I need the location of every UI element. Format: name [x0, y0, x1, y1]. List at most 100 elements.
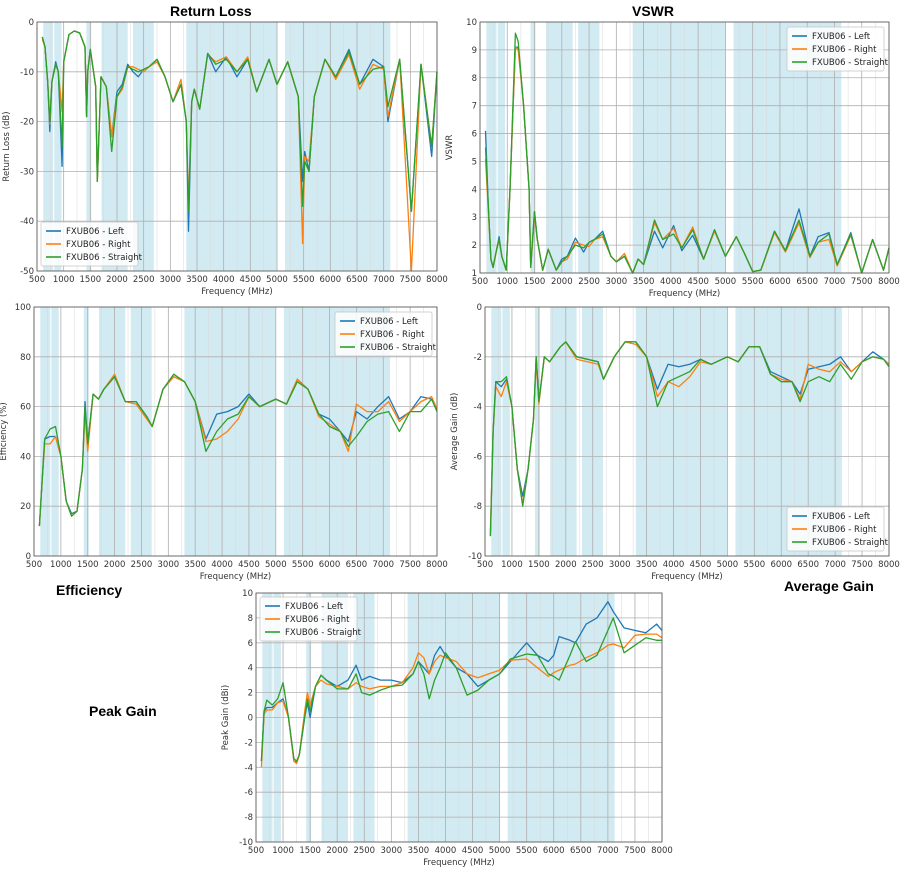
y-tick-label: 0 — [248, 714, 253, 724]
x-tick-label: 3000 — [160, 275, 182, 285]
x-tick-label: 4500 — [687, 277, 709, 287]
legend: FXUB06 - Left FXUB06 - Right FXUB06 - Stra… — [786, 506, 889, 552]
x-tick-label: 7000 — [824, 277, 846, 287]
x-tick-label: 8000 — [426, 275, 448, 285]
x-tick-label: 4500 — [240, 275, 262, 285]
x-tick-label: 1000 — [53, 275, 75, 285]
x-tick-label: 7000 — [372, 560, 394, 570]
series-line-right — [484, 46, 890, 274]
legend-entry: FXUB06 - Left — [812, 32, 871, 42]
x-tick-label: 1000 — [501, 560, 523, 570]
y-tick-label: 0 — [29, 18, 34, 28]
x-tick-label: 3000 — [158, 560, 180, 570]
x-tick-label: 500 — [248, 846, 264, 856]
y-tick-label: -2 — [245, 738, 253, 748]
frequency-band — [491, 307, 502, 556]
x-tick-label: 7500 — [399, 560, 421, 570]
y-tick-label: 7 — [472, 102, 477, 112]
x-tick-label: 5500 — [292, 560, 314, 570]
x-tick-label: 3500 — [633, 277, 655, 287]
chart-title-vswr: VSWR — [632, 3, 674, 19]
x-tick-label: 6000 — [769, 277, 791, 287]
y-tick-label: -20 — [20, 118, 34, 128]
y-tick-label: 60 — [20, 403, 31, 413]
legend: FXUB06 - Left FXUB06 - Right FXUB06 - Stra… — [259, 596, 362, 642]
chart-title-average-gain: Average Gain — [784, 578, 874, 594]
x-tick-label: 5000 — [265, 560, 287, 570]
frequency-band — [184, 307, 276, 556]
x-tick-label: 3500 — [636, 560, 658, 570]
x-tick-label: 8000 — [878, 560, 900, 570]
x-tick-label: 6000 — [319, 560, 341, 570]
x-axis-label: Frequency (MHz) — [201, 287, 272, 297]
x-tick-label: 3000 — [606, 277, 628, 287]
y-tick-label: 2 — [248, 689, 253, 699]
y-axis-label: Efficiency (%) — [0, 402, 9, 460]
legend-entry: FXUB06 - Straight — [285, 628, 362, 638]
x-tick-label: 5000 — [715, 277, 737, 287]
frequency-band — [43, 22, 54, 271]
series-line-straight — [41, 30, 438, 212]
legend-entry: FXUB06 - Left — [812, 512, 871, 522]
x-tick-label: 3500 — [408, 846, 430, 856]
x-tick-label: 2000 — [551, 277, 573, 287]
frequency-band — [497, 22, 506, 273]
chart-return-loss: 500 1000 1500 2000 2500 3000 3500 4000 4500 5000 5… — [2, 18, 448, 297]
x-tick-label: 1000 — [496, 277, 518, 287]
legend-entry: FXUB06 - Left — [285, 602, 344, 612]
x-tick-label: 2000 — [104, 560, 126, 570]
x-tick-label: 2500 — [578, 277, 600, 287]
y-tick-label: 0 — [26, 552, 31, 562]
frequency-band — [40, 307, 51, 556]
x-tick-label: 7000 — [373, 275, 395, 285]
x-tick-label: 5500 — [742, 277, 764, 287]
x-tick-label: 8000 — [426, 560, 448, 570]
y-axis-label: VSWR — [445, 135, 455, 161]
legend-entry: FXUB06 - Right — [285, 615, 350, 625]
x-tick-label: 8000 — [878, 277, 900, 287]
x-tick-label: 7000 — [824, 560, 846, 570]
legend-entry: FXUB06 - Right — [360, 330, 425, 340]
y-tick-label: 8 — [248, 614, 253, 624]
y-tick-label: 6 — [248, 639, 253, 649]
y-tick-label: -6 — [474, 452, 482, 462]
x-axis-label: Frequency (MHz) — [200, 572, 271, 582]
series-line-straight — [260, 617, 662, 762]
x-tick-label: 500 — [472, 277, 488, 287]
x-tick-label: 5000 — [717, 560, 739, 570]
frequency-band — [632, 22, 726, 273]
legend-box — [786, 506, 885, 552]
plot-frame — [484, 306, 890, 557]
series-line-straight — [38, 373, 438, 527]
plot-frame — [36, 21, 438, 272]
x-tick-label: 5000 — [266, 275, 288, 285]
x-tick-label: 6500 — [797, 560, 819, 570]
y-tick-label: -6 — [245, 788, 253, 798]
y-tick-label: 9 — [472, 46, 477, 56]
legend-entry: FXUB06 - Straight — [812, 58, 889, 68]
y-axis-label: Return Loss (dB) — [2, 111, 12, 181]
legend-box — [40, 221, 139, 267]
series-line-straight — [489, 341, 890, 537]
plot-frame — [479, 21, 890, 274]
y-tick-label: 10 — [466, 18, 477, 28]
y-tick-label: 1 — [472, 269, 477, 279]
legend-entry: FXUB06 - Left — [66, 227, 125, 237]
y-axis-label: Peak Gain (dBi) — [221, 685, 231, 750]
frequency-band — [534, 307, 540, 556]
y-tick-label: -40 — [20, 217, 34, 227]
chart-efficiency: 500 1000 1500 2000 2500 3000 3500 4000 4500 5000 5… — [0, 303, 448, 582]
x-tick-label: 1500 — [524, 277, 546, 287]
series-line-straight — [484, 32, 890, 274]
y-tick-label: 6 — [472, 130, 477, 140]
x-axis-label: Frequency (MHz) — [649, 289, 720, 299]
frequency-band — [54, 22, 62, 271]
x-tick-label: 6000 — [543, 846, 565, 856]
y-tick-label: -50 — [20, 267, 34, 277]
y-tick-label: -4 — [245, 763, 253, 773]
x-tick-label: 500 — [26, 560, 42, 570]
x-tick-label: 7000 — [597, 846, 619, 856]
y-tick-label: -4 — [474, 403, 482, 413]
chart-title-efficiency: Efficiency — [56, 582, 123, 598]
